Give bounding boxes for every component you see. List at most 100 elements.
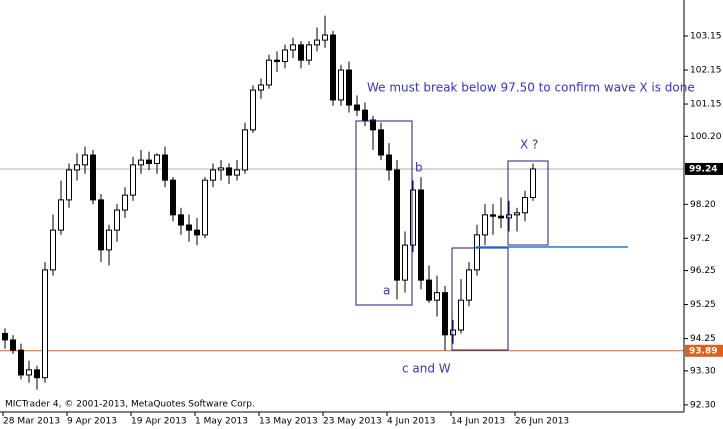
wave-a-box	[355, 120, 413, 306]
wave-c-box	[451, 247, 509, 351]
candle-body	[394, 169, 400, 281]
candle-body	[122, 194, 128, 211]
candle-body	[82, 154, 88, 166]
candle-body	[138, 159, 144, 166]
candle-body	[258, 84, 264, 91]
level-label: 93.89	[689, 346, 717, 356]
footer: MICTrader 4, © 2001-2013, MetaQuotes Sof…	[5, 400, 255, 410]
candle-body	[2, 332, 8, 341]
annotation: c and W	[402, 362, 451, 376]
y-tick-label: 100.20	[690, 132, 722, 142]
candle-body	[34, 369, 40, 379]
candle-body	[506, 214, 512, 219]
x-tick-label: 13 May 2013	[259, 417, 318, 427]
candle-body	[42, 269, 48, 379]
candle-body	[194, 229, 200, 236]
y-tick-label: 95.25	[690, 300, 716, 310]
x-tick-label: 9 Apr 2013	[67, 417, 117, 427]
candle-body	[386, 154, 392, 171]
annotation: X ?	[520, 138, 538, 152]
candle-body	[330, 34, 336, 101]
candle-body	[106, 229, 112, 251]
candle-body	[274, 59, 280, 63]
candle-body	[434, 292, 440, 301]
x-tick-label: 28 Mar 2013	[3, 417, 60, 427]
candle-body	[10, 339, 16, 351]
candle-body	[186, 224, 192, 231]
candle-body	[346, 69, 352, 106]
candle-body	[298, 44, 304, 61]
candle-body	[250, 89, 256, 131]
y-tick-label: 96.25	[690, 266, 716, 276]
candle-body	[410, 189, 416, 246]
candle-body	[322, 34, 328, 41]
candle-body	[498, 215, 504, 219]
candle-body	[234, 169, 240, 176]
current-price-box	[685, 162, 723, 175]
candle-body	[290, 44, 296, 51]
candle-body	[282, 49, 288, 63]
candle-body	[98, 199, 104, 251]
candle-body	[522, 197, 528, 214]
wave-x-box	[507, 160, 549, 246]
candle-body	[266, 59, 272, 86]
candle-body	[530, 168, 536, 199]
y-tick-label: 93.30	[690, 366, 716, 376]
candle-body	[66, 169, 72, 201]
annotation: We must break below 97.50 to confirm wav…	[367, 81, 695, 95]
x-tick-label: 1 May 2013	[195, 417, 248, 427]
candle-body	[450, 329, 456, 336]
candle-body	[474, 234, 480, 271]
candle-body	[146, 159, 152, 165]
x-tick-label: 23 May 2013	[323, 417, 382, 427]
level-box	[685, 344, 723, 357]
candle-body	[426, 279, 432, 301]
x-tick-label: 26 Jun 2013	[515, 417, 569, 427]
y-tick-label: 94.25	[690, 334, 716, 344]
candle-body	[90, 154, 96, 201]
y-tick-label: 103.15	[690, 32, 722, 42]
candle-body	[466, 269, 472, 301]
candle-body	[50, 229, 56, 271]
candle-body	[306, 44, 312, 61]
candle-body	[338, 69, 344, 101]
annotation: a	[383, 284, 390, 298]
candle-body	[370, 119, 376, 131]
y-tick-label: 92.30	[690, 400, 716, 410]
y-tick-label: 102.15	[690, 66, 722, 76]
candle-body	[354, 104, 360, 111]
x-tick-label: 19 Apr 2013	[131, 417, 187, 427]
candle-body	[154, 154, 160, 165]
candle-body	[314, 39, 320, 46]
candle-body	[162, 154, 168, 181]
candle-body	[202, 179, 208, 236]
candle-body	[26, 369, 32, 376]
candle-body	[74, 164, 80, 171]
candle-body	[210, 169, 216, 181]
candle-body	[514, 212, 520, 216]
candle-body	[242, 129, 248, 171]
candle-body	[58, 199, 64, 231]
candle-body	[226, 167, 232, 176]
candle-body	[130, 164, 136, 196]
plot-area	[0, 15, 684, 390]
candle-body	[114, 209, 120, 231]
candle-body	[402, 244, 408, 281]
candle-body	[378, 129, 384, 156]
candle-body	[458, 299, 464, 331]
candle-body	[18, 349, 24, 376]
y-tick-label: 97.2	[690, 234, 710, 244]
candle-body	[490, 214, 496, 217]
y-tick-label: 101.15	[690, 100, 722, 110]
candle-body	[418, 189, 424, 281]
current-price-label: 99.24	[689, 164, 717, 174]
candle-body	[170, 179, 176, 216]
candle-body	[218, 167, 224, 171]
candle-body	[178, 214, 184, 226]
candle-body	[362, 109, 368, 121]
candle-body	[482, 214, 488, 236]
annotation: b	[415, 161, 423, 175]
candle-body	[442, 292, 448, 336]
